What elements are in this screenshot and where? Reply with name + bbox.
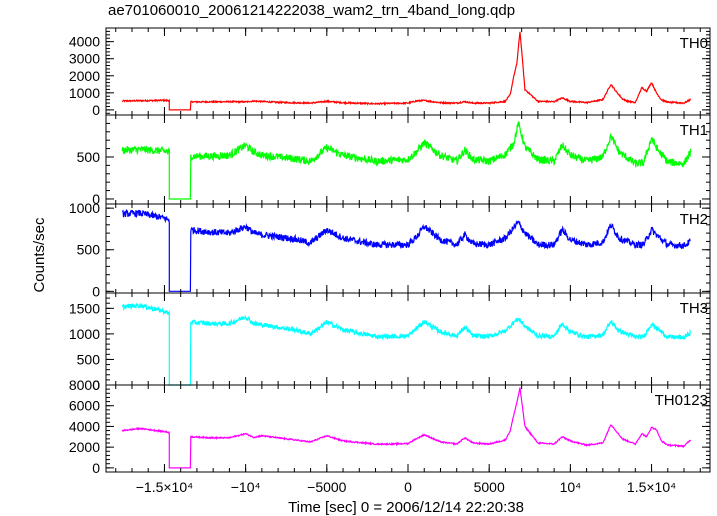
y-tick-label: 0: [92, 460, 100, 476]
y-tick-label: 0: [92, 283, 100, 299]
x-axis-label: Time [sec] 0 = 2006/12/14 22:20:38: [288, 499, 524, 516]
y-tick-label: 3000: [69, 51, 100, 67]
y-tick-label: 1000: [69, 326, 100, 342]
panel-frame-th3: [105, 292, 711, 386]
panel-label-th0: TH0: [680, 35, 708, 52]
panel-label-th1: TH1: [680, 122, 708, 139]
y-tick-label: 0: [92, 377, 100, 393]
x-tick-label: 10⁴: [560, 479, 582, 495]
x-tick-label: 1.5×10⁴: [627, 479, 676, 495]
x-tick-label: −1.5×10⁴: [136, 479, 193, 495]
y-tick-label: 500: [77, 149, 101, 165]
panel-frame-th2: [105, 203, 711, 294]
y-axis-label: Counts/sec: [31, 217, 48, 293]
y-tick-label: 1500: [69, 300, 100, 316]
series-line-th3: [121, 303, 692, 386]
y-tick-label: 1000: [69, 200, 100, 216]
y-tick-label: 500: [77, 351, 101, 367]
x-tick-label: 0: [404, 479, 412, 495]
x-tick-label: 5000: [474, 479, 505, 495]
series-line-th0: [121, 31, 692, 111]
series-line-th1: [121, 121, 692, 200]
y-tick-label: 2000: [69, 439, 100, 455]
y-tick-label: 0: [92, 191, 100, 207]
panel-th1: 0 500 TH1: [77, 114, 711, 207]
y-tick-label: 0: [92, 102, 100, 118]
chart-title: ae701060010_20061214222038_wam2_trn_4ban…: [108, 2, 516, 19]
series-line-th2: [121, 208, 691, 292]
y-tick-label: 4000: [69, 34, 100, 50]
panel-th3: 0 500 1000 1500 TH3: [69, 292, 711, 393]
panel-th0123: 0 2000 4000 6000 8000 TH0123: [69, 377, 711, 476]
series-line-th0123: [121, 387, 692, 469]
y-tick-label: 2000: [69, 68, 100, 84]
x-tick-label: −5000: [307, 479, 347, 495]
panel-label-th3: TH3: [680, 300, 708, 317]
panel-label-th0123: TH0123: [655, 392, 708, 409]
x-tick-label: −10⁴: [231, 479, 261, 495]
panel-th2: 0 500 1000 TH2: [69, 200, 711, 299]
y-tick-label: 500: [77, 242, 101, 258]
panel-frame-th0123: [105, 384, 711, 473]
y-tick-label: 4000: [69, 418, 100, 434]
panel-label-th2: TH2: [680, 211, 708, 228]
y-tick-label: 8000: [69, 377, 100, 393]
y-tick-label: 6000: [69, 398, 100, 414]
y-tick-label: 1000: [69, 85, 100, 101]
